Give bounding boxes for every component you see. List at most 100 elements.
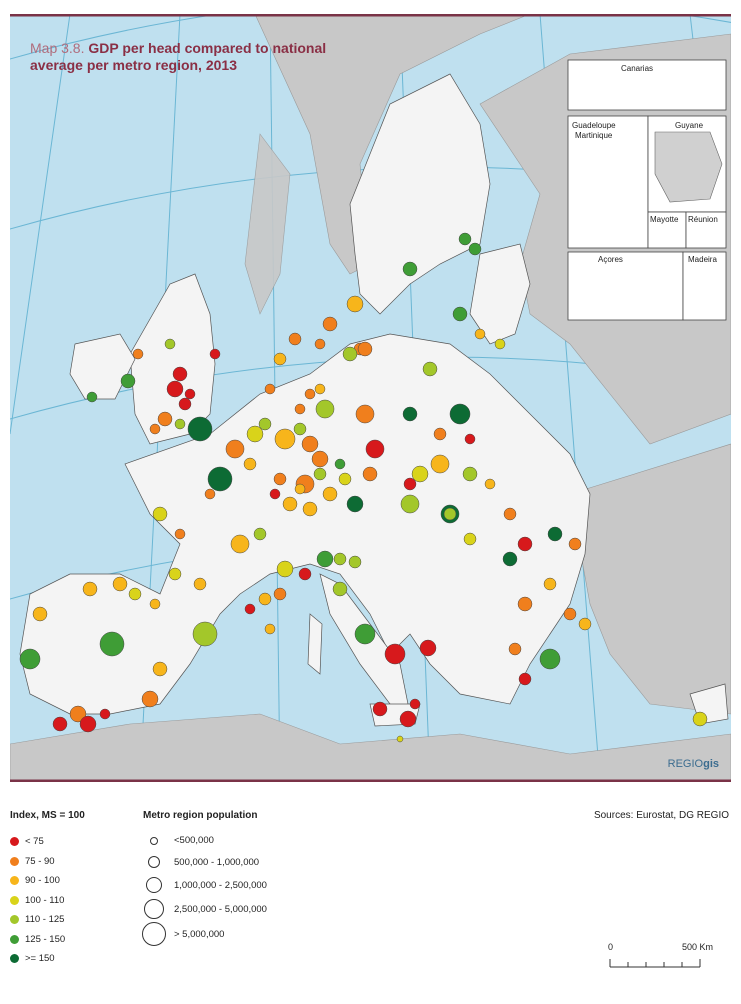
metro-dot [362,466,378,482]
metro-dot [334,458,346,470]
metro-dot [276,560,294,578]
legend-index-label: 75 - 90 [25,855,55,867]
metro-dot [402,406,418,422]
metro-dots [19,232,708,743]
map-title: Map 3.8. GDP per head compared to nation… [30,40,330,74]
metro-dot [149,423,161,435]
metro-dot [69,705,87,723]
metro-dot [539,648,561,670]
metro-dot [365,439,385,459]
metro-dot [264,383,276,395]
metro-dot [400,494,420,514]
legend-swatch [10,895,19,905]
legend-index-label: 100 - 110 [25,894,65,906]
metro-dot [338,472,352,486]
metro-dot [141,690,159,708]
metro-dot [269,488,281,500]
metro-dot [174,528,186,540]
metro-dot [322,316,338,332]
inset-label-guadeloupe: Guadeloupe [572,121,616,130]
metro-dot [225,439,245,459]
metro-dot [346,295,364,313]
legend-population-item: 2,500,000 - 5,000,000 [144,899,267,919]
metro-dot [204,488,216,500]
eu-land [19,73,729,727]
metro-dot [342,346,358,362]
map-frame [10,14,731,782]
metro-dot [313,467,327,481]
metro-dot [517,596,533,612]
legend-population-label: 2,500,000 - 5,000,000 [174,903,267,915]
brand-a: REGIO [667,758,704,770]
legend-index-item: 90 - 100 [10,875,60,886]
inset-label-canarias: Canarias [621,64,654,73]
metro-dot [354,623,376,645]
legend-index-label: 110 - 125 [25,914,65,925]
metro-dot [543,577,557,591]
metro-dot [192,621,218,647]
metro-dot [311,450,329,468]
legend-index-item: >= 150 [10,953,55,964]
metro-dot [99,631,125,657]
legend-size-circle [150,836,158,845]
metro-dot [563,607,577,621]
legend-size-circle [142,922,166,946]
metro-dot [298,567,312,581]
metro-dot [120,373,136,389]
legend-swatch [10,876,19,885]
metro-dot [273,352,287,366]
metro-dot [396,735,404,743]
metro-dot [463,532,477,546]
legend-population-item: > 5,000,000 [142,922,224,946]
metro-dot [132,348,144,360]
metro-dot [157,411,173,427]
metro-dot [187,416,213,442]
metro-dot [315,399,335,419]
metro-dot [547,526,563,542]
metro-dot [168,567,182,581]
metro-dot [293,422,307,436]
metro-dot [253,527,267,541]
legend-index-item: 100 - 110 [10,895,64,906]
legend-population-item: <500,000 [150,835,214,846]
metro-dot [86,391,98,403]
metro-dot [422,361,438,377]
legend-population-label: <500,000 [174,835,214,846]
legend-index-label: 90 - 100 [25,875,60,886]
metro-dot [568,537,582,551]
metro-dot [443,507,457,521]
legend-population-item: 1,000,000 - 2,500,000 [146,877,267,893]
metro-dot [474,328,486,340]
inset-label-reunion: Réunion [688,215,718,224]
metro-dot [357,341,373,357]
legend-index-label: < 75 [25,836,44,847]
metro-dot [152,661,168,677]
metro-dot [149,598,161,610]
metro-dot [294,403,306,415]
metro-dot [112,576,128,592]
metro-dot [464,433,476,445]
inset-label-madeira: Madeira [688,255,717,264]
metro-dot [508,642,522,656]
legend-index-item: 125 - 150 [10,934,65,945]
legend-population-title: Metro region population [143,810,258,821]
legend-population-label: 500,000 - 1,000,000 [174,856,260,868]
brand-b: gis [703,758,719,770]
legend-index-item: < 75 [10,836,44,847]
metro-dot [692,711,708,727]
metro-dot [273,587,287,601]
metro-dot [403,477,417,491]
legend-index-title: Index, MS = 100 [10,810,85,821]
map-title-text: GDP per head compared to national averag… [30,40,327,73]
legend-swatch [10,837,19,846]
legend-index-label: >= 150 [25,953,55,964]
metro-dot [172,366,188,382]
metro-dot [264,623,276,635]
metro-dot [209,348,221,360]
legend-index-label: 125 - 150 [25,933,66,945]
metro-dot [166,380,184,398]
metro-dot [409,698,421,710]
inset-boxes [567,59,727,321]
legend-swatch [10,934,19,944]
inset-label-mayotte: Mayotte [650,215,679,224]
